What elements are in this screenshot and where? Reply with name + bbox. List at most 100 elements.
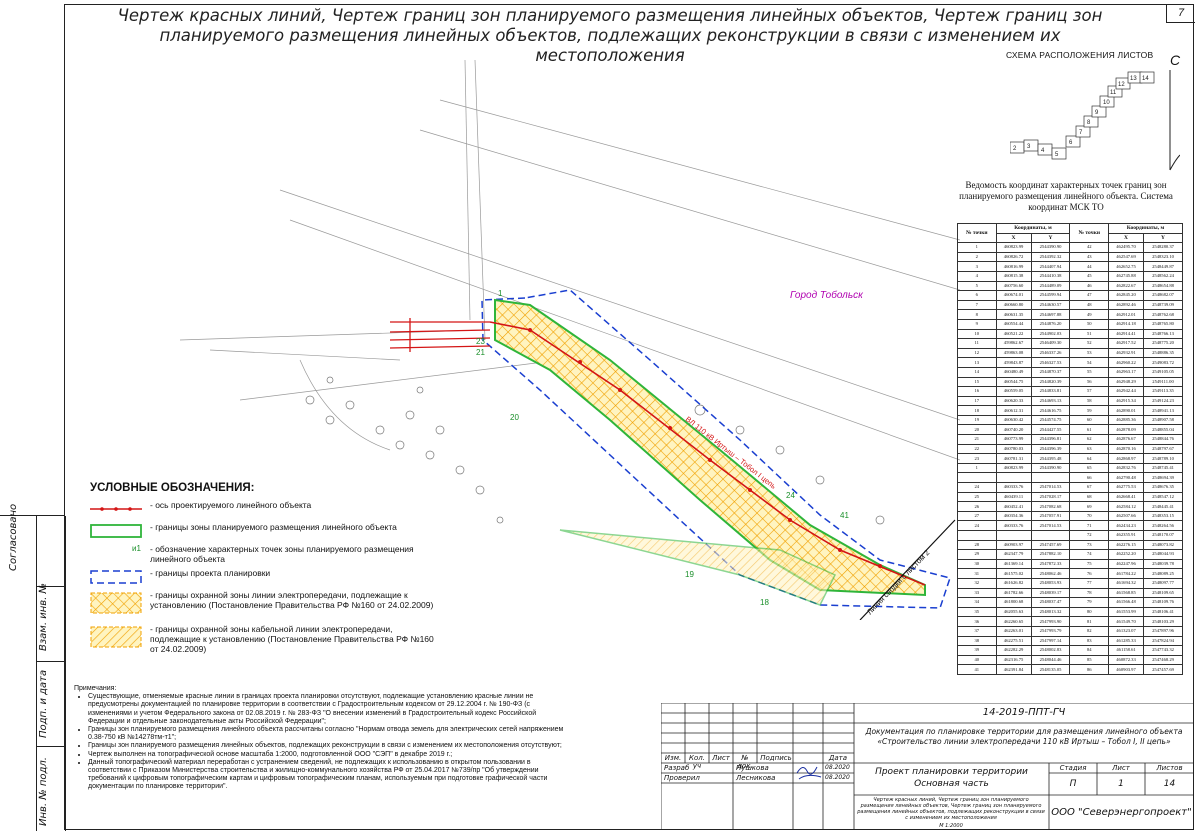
table-cell: 459843.87 <box>995 357 1032 368</box>
legend-item: - ось проектируемого линейного объекта <box>90 500 440 522</box>
table-cell: 16 <box>957 386 997 397</box>
table-cell: 18 <box>957 405 997 416</box>
table-cell: 2544697.88 <box>1030 309 1071 320</box>
table-cell: 20 <box>957 424 997 436</box>
table-cell: 2547897.96 <box>1143 625 1183 637</box>
title-block: Изм. Кол. уч Лист № док. Подпись Дата Ра… <box>661 703 1194 830</box>
map-point-label: 23 <box>476 337 485 346</box>
table-cell: 50 <box>1069 318 1110 330</box>
svg-text:4: 4 <box>1041 148 1045 154</box>
planning-boundary <box>481 289 951 609</box>
table-cell: 2547028.17 <box>1030 491 1071 503</box>
table-cell: 2547882.10 <box>1030 549 1071 560</box>
table-cell: 2544390.90 <box>1030 462 1071 474</box>
table-cell: 2548013.32 <box>1030 606 1071 618</box>
table-row: 27 460354.36 2547057.91 70 462507.66 2548353.… <box>957 510 1183 522</box>
table-cell: 36 <box>957 616 997 627</box>
company-name: ООО "Северэнергопроект" <box>1051 807 1192 818</box>
table-cell: 75 <box>1069 558 1110 570</box>
table-row: 20 460740.20 2544427.55 61 462878.09 2548855.… <box>957 424 1183 436</box>
table-cell: 2548941.13 <box>1143 405 1183 416</box>
table-cell: 462391.84 <box>995 664 1032 675</box>
table-cell: 2544616.75 <box>1030 405 1071 416</box>
table-cell: 461369.14 <box>995 558 1032 570</box>
table-cell: 1 <box>957 242 997 253</box>
table-cell: 37 <box>957 625 997 637</box>
table-row: 28 460903.97 2547457.69 73 462276.15 2548073.… <box>957 539 1183 551</box>
table-cell: 460740.20 <box>995 424 1032 436</box>
table-cell: 40 <box>957 654 997 666</box>
table-cell: 70 <box>1069 510 1110 522</box>
svg-text:3: 3 <box>1027 144 1031 150</box>
tree-symbols <box>305 376 885 525</box>
table-cell: 2544410.38 <box>1030 270 1071 282</box>
table-header: № точки <box>1069 222 1110 244</box>
table-cell: 2547997.14 <box>1030 635 1071 647</box>
table-cell: 460903.97 <box>1108 664 1145 675</box>
table-row: 32 461626.82 2548053.93 77 461694.32 2548097.… <box>957 577 1183 589</box>
table-row: 5 460756.60 2544489.09 46 462822.67 2548654.8… <box>957 280 1183 292</box>
table-header: Координаты, м <box>1108 223 1183 234</box>
table-cell: 21 <box>957 434 997 445</box>
svg-text:8: 8 <box>1087 120 1091 126</box>
table-cell: 460521.22 <box>995 328 1032 340</box>
table-cell: 2546327.53 <box>1030 357 1071 368</box>
table-cell: 462948.29 <box>1108 376 1145 388</box>
table-cell: 1 <box>957 462 997 474</box>
table-cell: 2544599.94 <box>1030 290 1071 301</box>
table-cell: 13 <box>957 357 997 368</box>
table-cell: 462845.20 <box>1108 290 1145 301</box>
table-cell: 2548676.35 <box>1143 482 1183 493</box>
table-cell: 2544820.39 <box>1030 376 1071 388</box>
table-cell: 15 <box>957 376 997 388</box>
table-cell: 44 <box>1069 261 1110 272</box>
table-cell <box>1030 530 1071 541</box>
table-cell: 2548135.05 <box>1030 664 1071 675</box>
table-cell: 54 <box>1069 357 1110 368</box>
table-cell: 2548170.07 <box>1143 530 1183 541</box>
side-label-replace: Взам. инв. № <box>38 583 49 651</box>
table-cell: 82 <box>1069 625 1110 637</box>
table-cell: 2547824.94 <box>1143 635 1183 647</box>
table-cell: 460554.44 <box>995 318 1032 330</box>
table-cell: 2544630.57 <box>1030 299 1071 311</box>
table-cell: 2544427.55 <box>1030 424 1071 436</box>
table-cell: 2544396.81 <box>1030 434 1071 445</box>
table-cell: 460333.76 <box>995 482 1032 493</box>
table-cell: 462912.01 <box>1108 309 1145 320</box>
table-cell: 25 <box>957 491 997 503</box>
table-row: 66 462790.48 2548694.39 <box>957 472 1183 484</box>
table-cell: 78 <box>1069 587 1110 599</box>
table-cell: 462652.75 <box>1108 261 1145 272</box>
table-row: 11 459862.67 2546409.30 52 462917.52 2548775.… <box>957 338 1183 349</box>
table-cell: 48 <box>1069 299 1110 311</box>
drawing-frame <box>64 4 1194 830</box>
page-title: Чертеж красных линий, Чертеж границ зон … <box>117 6 1103 65</box>
table-cell: 460333.76 <box>995 520 1032 531</box>
table-cell: 2546409.30 <box>1030 338 1071 349</box>
table-cell: 69 <box>1069 501 1110 512</box>
svg-text:2: 2 <box>1013 146 1017 152</box>
table-cell: 2547468.29 <box>1143 654 1183 666</box>
table-cell: 2548062.46 <box>1030 568 1071 579</box>
table-cell: 5 <box>957 280 997 292</box>
table-cell: 462355.91 <box>1108 530 1145 541</box>
table-cell: 4 <box>957 270 997 282</box>
table-row: 25 460439.11 2547028.17 68 462668.41 2548547.… <box>957 491 1183 503</box>
table-cell: 2547014.53 <box>1030 482 1071 493</box>
table-cell: 2544392.32 <box>1030 251 1071 263</box>
table-cell: 2544395.48 <box>1030 453 1071 464</box>
table-cell: 53 <box>1069 347 1110 359</box>
table-row: 8 460631.35 2544697.88 49 462912.01 2548762.6… <box>957 309 1183 320</box>
table-cell: 2544489.09 <box>1030 280 1071 292</box>
table-cell: 27 <box>957 510 997 522</box>
table-cell: 2548037.47 <box>1030 597 1071 608</box>
table-cell: 30 <box>957 558 997 570</box>
table-cell: 2548449.87 <box>1143 261 1183 272</box>
legend-item: - границы охранной зоны линии электропер… <box>90 590 440 624</box>
table-row: 38 462275.51 2547997.14 83 461285.33 2547824.… <box>957 635 1183 647</box>
table-cell: 2547082.68 <box>1030 501 1071 512</box>
table-cell: 84 <box>1069 645 1110 656</box>
svg-text:10: 10 <box>1103 100 1110 106</box>
